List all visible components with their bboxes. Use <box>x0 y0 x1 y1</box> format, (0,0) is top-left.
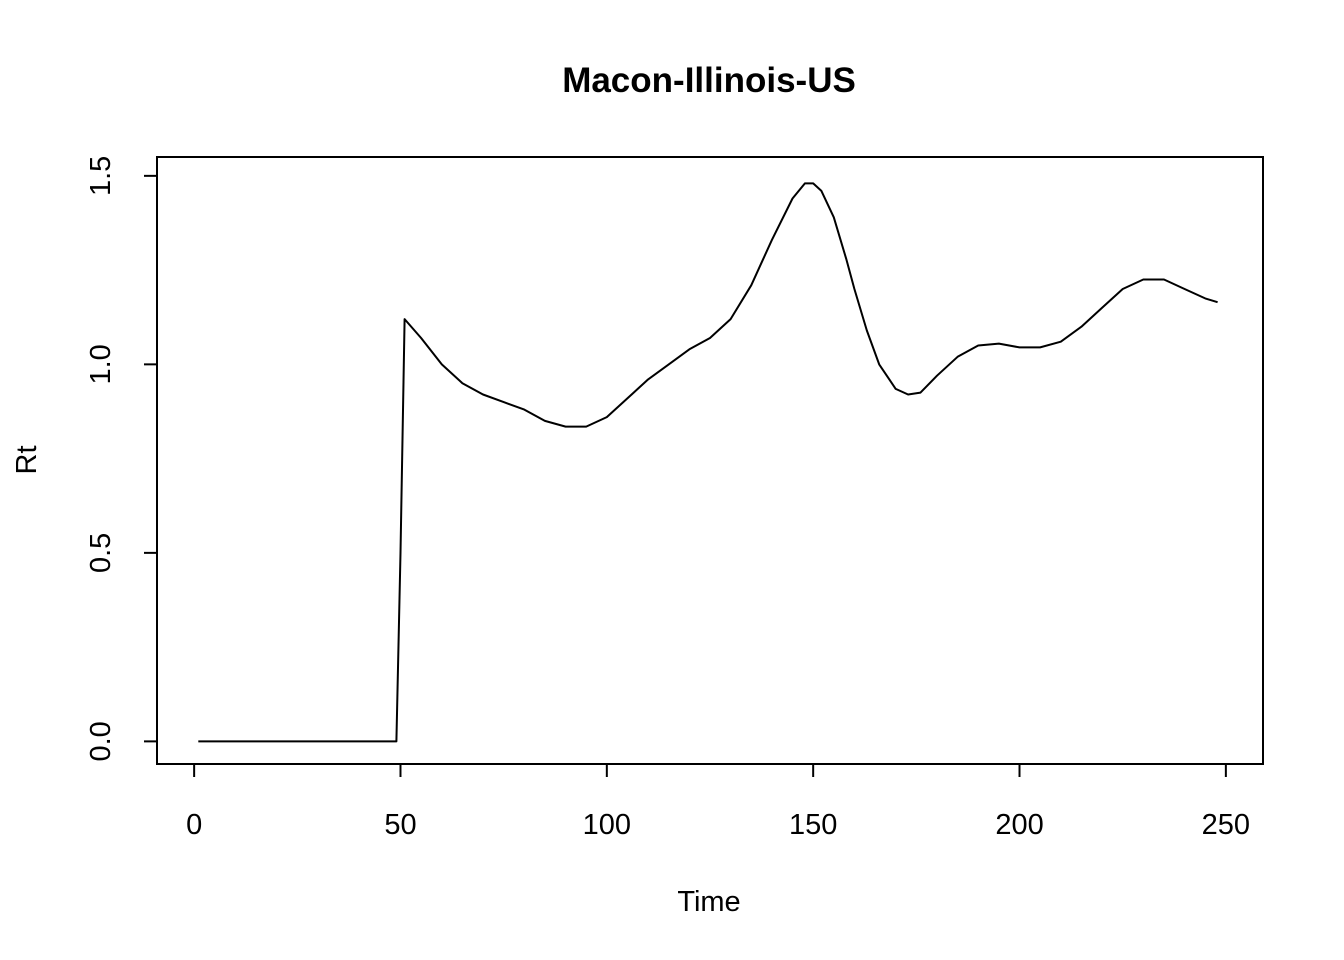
x-tick-label: 100 <box>583 809 631 841</box>
series-layer <box>198 182 1218 743</box>
x-tick-label: 250 <box>1202 809 1250 841</box>
chart-title: Macon-Illinois-US <box>562 61 856 100</box>
rt-series-line <box>198 182 1218 743</box>
x-tick-label: 0 <box>186 809 202 841</box>
x-axis-label: Time <box>677 886 740 918</box>
x-tick-label: 50 <box>384 809 416 841</box>
y-tick-label: 0.5 <box>85 533 117 573</box>
y-axis: 0.0 0.5 1.0 1.5 <box>85 156 158 762</box>
plot-frame <box>156 156 1264 765</box>
y-tick-label: 0.0 <box>85 721 117 761</box>
x-tick-label: 150 <box>789 809 837 841</box>
x-tick-label: 200 <box>995 809 1043 841</box>
y-tick-label: 1.5 <box>85 156 117 196</box>
x-axis: 0 50 100 150 200 250 <box>186 763 1250 841</box>
y-tick-label: 1.0 <box>85 344 117 384</box>
y-axis-label: Rt <box>11 446 43 475</box>
